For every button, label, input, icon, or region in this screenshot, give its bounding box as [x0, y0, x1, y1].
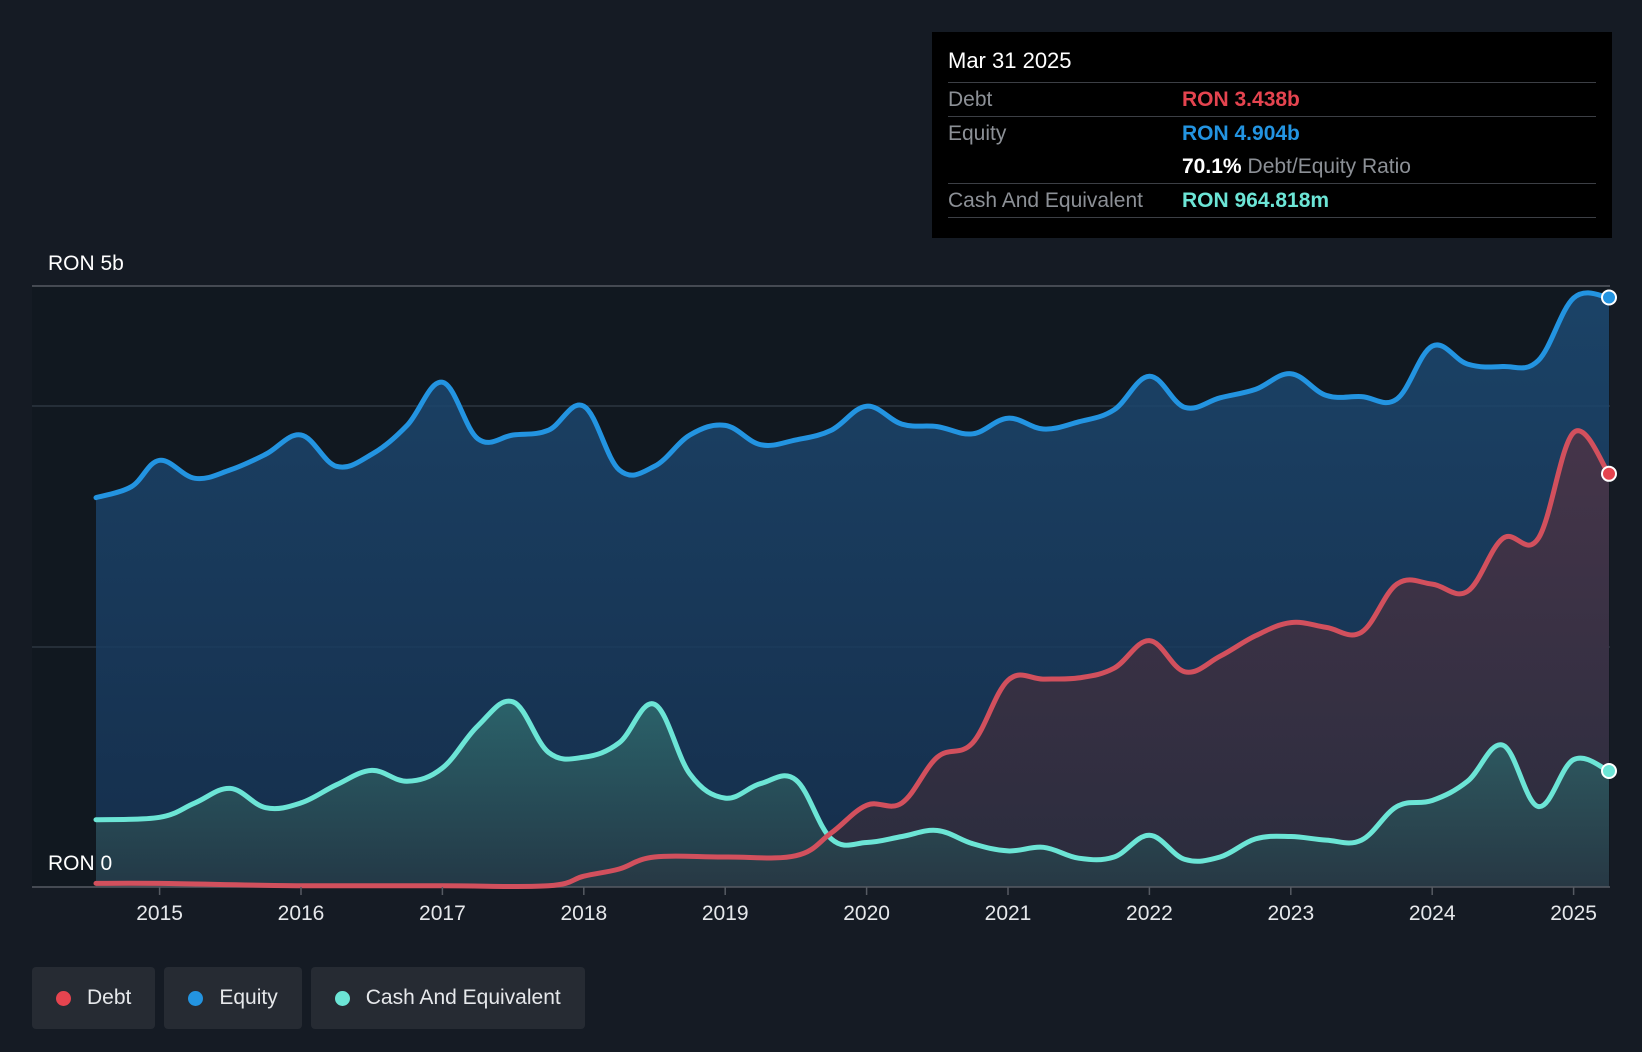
legend-item-equity[interactable]: Equity	[164, 967, 302, 1029]
y-axis-bottom-label: RON 0	[48, 852, 112, 875]
tooltip-cash-label: Cash And Equivalent	[948, 188, 1143, 212]
y-axis-top-label: RON 5b	[48, 252, 124, 275]
cash-area	[96, 701, 1609, 887]
x-tick-label: 2016	[278, 902, 325, 925]
tooltip-debt-value: RON 3.438b	[1182, 87, 1300, 111]
x-tick-label: 2021	[985, 902, 1032, 925]
equity-dot-icon	[188, 990, 204, 1006]
legend-cash-label: Cash And Equivalent	[365, 986, 561, 1009]
legend-debt-label: Debt	[87, 986, 132, 1009]
tooltip-ratio-value: 70.1%	[1182, 154, 1242, 178]
legend-item-cash[interactable]: Cash And Equivalent	[310, 967, 585, 1029]
cash-dot-icon	[334, 990, 350, 1006]
x-tick-label: 2018	[560, 902, 607, 925]
series-lines	[93, 290, 1612, 890]
x-tick-label: 2017	[419, 902, 466, 925]
legend: Debt Equity Cash And Equivalent	[32, 967, 585, 1029]
tooltip-debt-label: Debt	[948, 87, 993, 111]
cash-line	[93, 698, 1612, 864]
tooltip-row-debt: Debt RON 3.438b	[948, 82, 1596, 116]
equity-line	[93, 290, 1612, 501]
tooltip-row-ratio: 70.1% Debt/Equity Ratio	[948, 150, 1596, 183]
x-tick-label: 2022	[1126, 902, 1173, 925]
series-areas	[96, 292, 1609, 888]
x-axis: 2015 2016 2017 2018 2019 2020 2021 2022 2023 2024…	[136, 887, 1597, 925]
x-tick-label: 2019	[702, 902, 749, 925]
tooltip-row-cash: Cash And Equivalent RON 964.818m	[948, 183, 1596, 218]
equity-end-marker[interactable]	[1601, 289, 1617, 306]
x-tick-label: 2023	[1267, 902, 1314, 925]
tooltip-equity-value: RON 4.904b	[1182, 121, 1300, 145]
tooltip-equity-label: Equity	[948, 121, 1007, 145]
cash-end-marker[interactable]	[1601, 763, 1617, 779]
series-markers	[1601, 289, 1617, 779]
legend-equity-label: Equity	[219, 986, 278, 1009]
tooltip-cash-value: RON 964.818m	[1182, 188, 1330, 212]
x-tick-label: 2025	[1550, 902, 1597, 925]
debt-area	[96, 430, 1609, 887]
tooltip-row-equity: Equity RON 4.904b	[948, 116, 1596, 150]
x-tick-label: 2020	[843, 902, 890, 925]
x-tick-label: 2015	[136, 902, 183, 925]
debt-end-marker[interactable]	[1601, 465, 1617, 482]
tooltip-ratio-label: Debt/Equity Ratio	[1247, 154, 1411, 178]
legend-item-debt[interactable]: Debt	[32, 967, 156, 1029]
tooltip-date: Mar 31 2025	[948, 48, 1072, 73]
x-tick-label: 2024	[1409, 902, 1456, 925]
tooltip-panel: Mar 31 2025 Debt RON 3.438b Equity RON 4…	[932, 32, 1612, 238]
debt-line	[93, 428, 1612, 890]
debt-dot-icon	[56, 990, 71, 1006]
